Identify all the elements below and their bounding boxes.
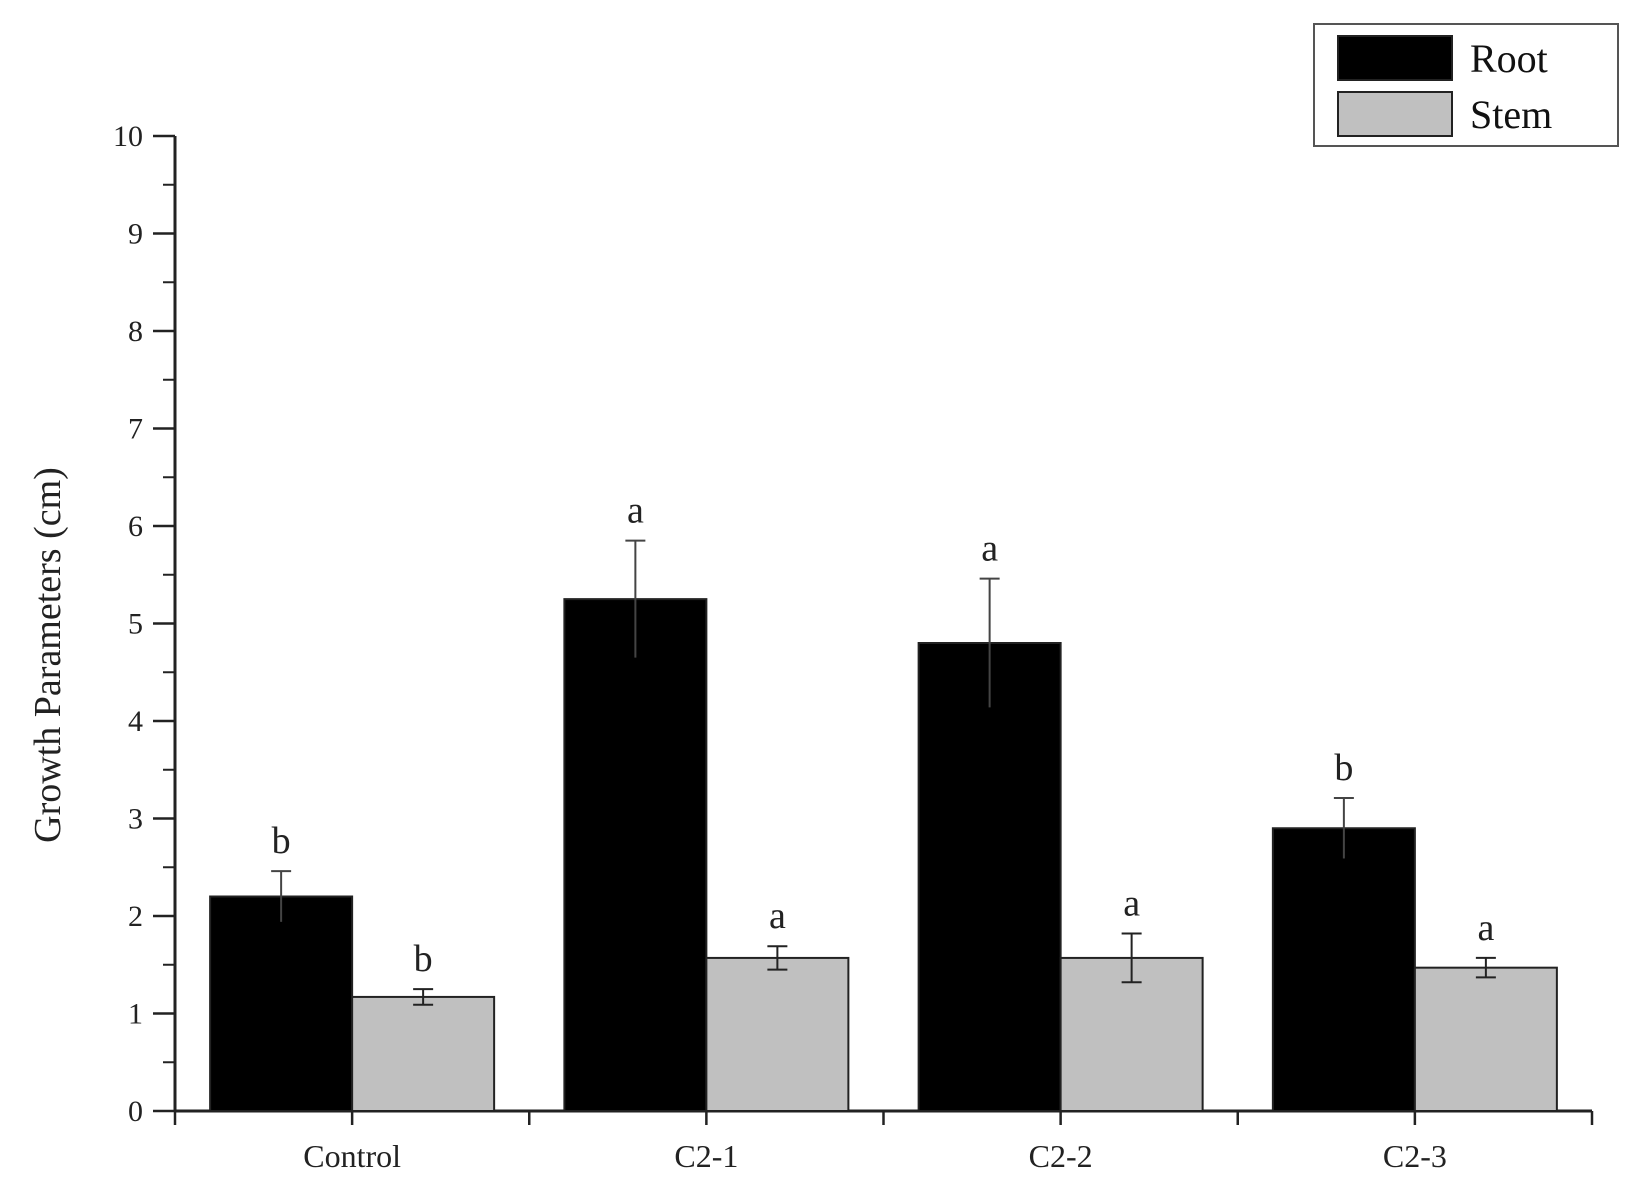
bar-root: [209, 895, 354, 1112]
significance-label: b: [1334, 747, 1353, 789]
y-tick-label: 5: [128, 608, 143, 641]
significance-label: a: [981, 528, 998, 570]
legend-label-root: Root: [1470, 36, 1548, 81]
bar-stem: [705, 956, 850, 1112]
bars: [209, 598, 1558, 1112]
bar-root: [917, 642, 1062, 1112]
y-tick-label: 7: [128, 413, 143, 446]
y-tick-label: 10: [113, 120, 143, 153]
bar-stem: [1413, 966, 1558, 1112]
significance-label: a: [1477, 907, 1494, 949]
y-axis-title: Growth Parameters (cm): [27, 467, 69, 843]
x-category-label: Control: [303, 1138, 401, 1174]
legend: Root Stem: [1313, 23, 1619, 147]
legend-swatch-root: [1337, 35, 1453, 81]
y-tick-label: 9: [128, 218, 143, 251]
x-category-label: C2-2: [1029, 1138, 1093, 1174]
significance-label: a: [1123, 883, 1140, 925]
legend-swatch-stem: [1337, 91, 1453, 137]
tick-labels: 0 1 2 3 4 5 6 7 8 9 10 Control C2-1 C2-2 C2-3: [113, 120, 1447, 1174]
error-bars: [271, 539, 1496, 1006]
y-tick-label: 8: [128, 315, 143, 348]
bar-root: [563, 598, 708, 1112]
significance-label: a: [627, 490, 644, 532]
y-tick-label: 1: [128, 998, 143, 1031]
bar-root: [1271, 827, 1416, 1112]
significance-label: b: [414, 938, 433, 980]
y-tick-label: 3: [128, 803, 143, 836]
significance-label: b: [272, 820, 291, 862]
y-tick-label: 2: [128, 900, 143, 933]
legend-label-stem: Stem: [1470, 92, 1552, 137]
significance-label: a: [769, 895, 786, 937]
significance-labels: b b a a a a b a: [272, 490, 1495, 981]
x-category-label: C2-3: [1383, 1138, 1447, 1174]
x-category-label: C2-1: [674, 1138, 738, 1174]
y-tick-label: 4: [128, 705, 143, 738]
bar-stem: [351, 995, 496, 1112]
y-tick-label: 0: [128, 1095, 143, 1128]
bar-stem: [1059, 956, 1204, 1112]
y-tick-label: 6: [128, 510, 143, 543]
